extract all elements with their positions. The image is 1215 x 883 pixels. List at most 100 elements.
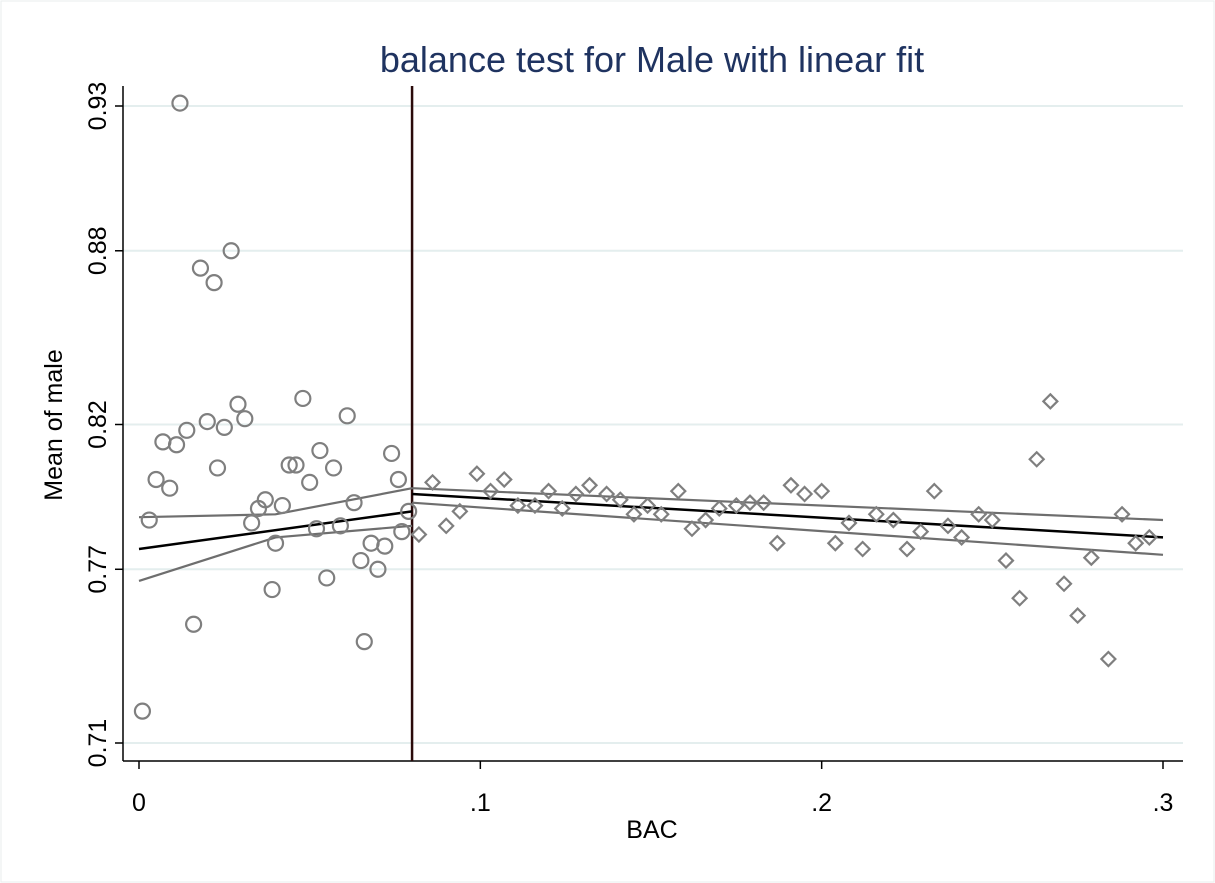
circle-point	[205, 274, 223, 292]
diamond-point	[912, 523, 930, 541]
diamond-point	[598, 485, 616, 503]
y-tick-label: 0.82	[84, 400, 112, 449]
y-tick-label: 0.77	[84, 545, 112, 594]
diamond-point	[451, 502, 469, 520]
ci-upper-line	[412, 487, 1164, 522]
diamond-point	[423, 473, 442, 491]
diamond-point	[553, 499, 571, 518]
diamond-point	[983, 511, 1001, 529]
circle-point	[236, 410, 254, 428]
circle-point	[294, 389, 312, 408]
diamond-point	[495, 470, 513, 489]
diamond-point	[468, 465, 486, 483]
circle-point	[185, 615, 203, 633]
ci-lower-line	[138, 524, 413, 582]
y-axis-title: Mean of male	[40, 349, 68, 500]
y-tick-label: 0.88	[84, 226, 112, 275]
diamond-point	[1140, 528, 1158, 546]
circle-point	[400, 502, 418, 520]
diamond-point	[567, 485, 585, 503]
circle-point	[147, 470, 165, 489]
circle-point	[215, 418, 233, 436]
x-tick-label: .2	[811, 789, 832, 817]
diamond-point	[1011, 589, 1029, 607]
diamond-point	[540, 482, 558, 500]
diamond-point	[526, 497, 544, 515]
diamond-point	[625, 505, 643, 523]
chart-title: balance test for Male with linear fit	[380, 39, 924, 80]
diamond-point	[482, 482, 500, 500]
diamond-point	[1028, 450, 1046, 468]
axes: 0.71 0.77 0.82 0.88 0.93 0 .1 .2 .3	[84, 82, 1183, 817]
diamond-point	[1113, 505, 1131, 523]
circle-point	[263, 580, 281, 599]
circle-point	[338, 407, 356, 425]
diamond-point	[611, 491, 629, 509]
circle-point	[280, 456, 298, 474]
diamond-point	[970, 505, 988, 523]
diamond-point	[939, 517, 957, 535]
diamond-point	[1055, 575, 1073, 593]
circle-point	[331, 517, 349, 535]
circle-point	[307, 520, 326, 538]
diamond-point	[854, 540, 872, 558]
circle-point	[369, 560, 387, 578]
circle-point	[208, 459, 227, 477]
diamond-point	[953, 528, 971, 546]
circle-point	[161, 479, 179, 497]
circle-point	[345, 494, 363, 512]
diamond-point	[813, 482, 831, 500]
circle-point	[178, 421, 196, 439]
diamond-point	[1082, 549, 1100, 567]
circle-point	[355, 633, 373, 651]
diamond-point	[867, 505, 885, 523]
circle-point	[256, 491, 274, 509]
diamond-point	[1041, 392, 1059, 410]
circle-point	[318, 569, 336, 587]
diamond-point	[437, 517, 455, 535]
diamond-point	[796, 485, 814, 503]
diamond-point	[755, 494, 773, 512]
circle-point	[376, 537, 394, 555]
x-tick-label: .1	[470, 789, 491, 817]
x-axis-title: BAC	[626, 816, 677, 844]
ci-upper-line	[138, 487, 413, 519]
circle-point	[311, 441, 329, 460]
diamond-point	[710, 499, 728, 518]
circle-point	[198, 413, 216, 431]
circle-point	[222, 242, 240, 260]
diamond-point	[697, 511, 715, 529]
diamond-point	[683, 520, 701, 538]
diamond-point	[741, 494, 759, 512]
circle-point	[273, 496, 291, 515]
circle-point	[133, 702, 152, 720]
diamond-point	[410, 525, 428, 544]
diamond-point	[925, 482, 943, 500]
y-tick-label: 0.93	[84, 82, 112, 131]
circle-point	[393, 523, 411, 541]
diamond-point	[782, 476, 800, 494]
data-points	[133, 94, 1158, 720]
diamond-point	[1099, 650, 1117, 668]
circle-point	[301, 473, 319, 492]
circle-point	[243, 514, 261, 532]
circle-point	[382, 444, 401, 463]
diamond-point	[997, 552, 1015, 570]
diamond-point	[581, 476, 599, 494]
circle-point	[191, 259, 210, 277]
circle-point	[171, 94, 189, 112]
diamond-point	[898, 540, 916, 558]
circle-point	[266, 534, 285, 552]
x-tick-label: .3	[1153, 789, 1174, 817]
diamond-point	[669, 482, 687, 500]
diamond-point	[652, 505, 670, 523]
circle-point	[229, 395, 247, 413]
circle-point	[167, 436, 186, 454]
circle-point	[352, 551, 370, 570]
circle-point	[324, 459, 343, 477]
diamond-point	[1127, 534, 1145, 552]
diamond-point	[840, 514, 858, 532]
